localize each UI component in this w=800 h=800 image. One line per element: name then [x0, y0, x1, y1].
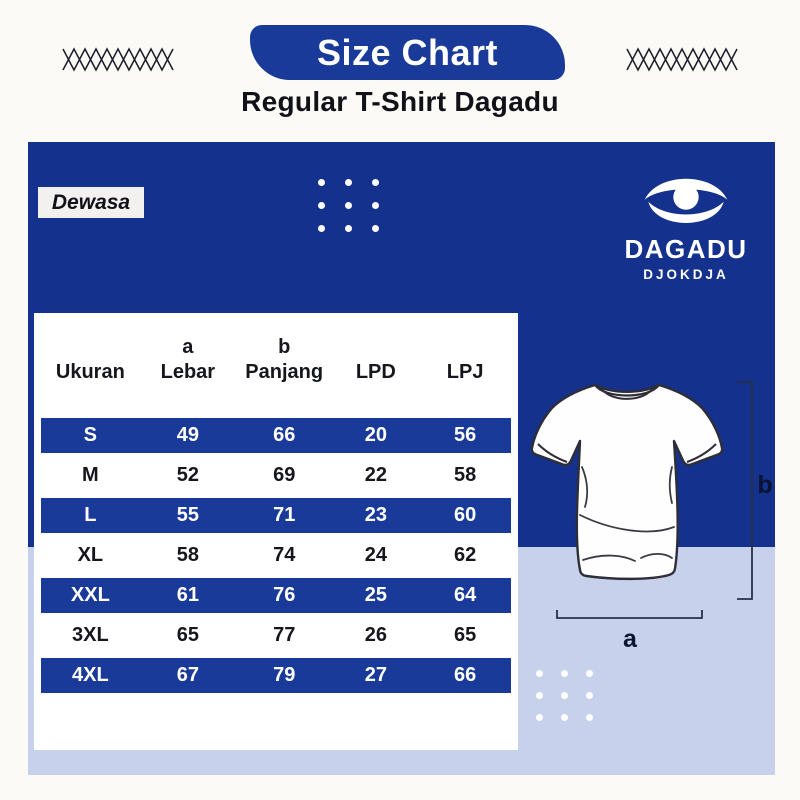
zigzag-left-decoration [62, 47, 174, 72]
table-cell: 60 [454, 504, 477, 526]
column-header: b Panjang [245, 336, 324, 383]
table-cell: 74 [273, 544, 296, 566]
table-cell: 24 [364, 544, 387, 566]
table-cell: 71 [273, 504, 296, 526]
table-cell: 23 [364, 504, 387, 526]
height-dimension-label: b [757, 471, 773, 499]
table-cell: 69 [273, 464, 296, 486]
table-body: S 49 66 20 56 M 52 69 22 58 L 55 71 23 60 XL 58 74 24 62 XXL… [34, 418, 518, 693]
tshirt-illustration [530, 381, 753, 619]
table-row: L 55 71 23 60 [41, 498, 511, 533]
table-cell: 79 [273, 664, 296, 686]
page-title: Size Chart [316, 31, 499, 73]
table-cell: XL [77, 544, 104, 566]
category-label-chip: Dewasa [38, 187, 144, 218]
title-banner: Size Chart [250, 25, 565, 80]
table-cell: 49 [176, 424, 199, 446]
table-row: 3XL 65 77 26 65 [41, 618, 511, 653]
table-cell: XXL [70, 584, 110, 606]
brand-name: DAGADU [624, 234, 748, 264]
table-cell: 65 [176, 624, 199, 646]
column-header: Ukuran [55, 361, 125, 383]
main-panel: Dewasa DAGADU DJOKDJA Ukuran a Lebar b Panja… [28, 142, 775, 775]
table-row: 4XL 67 79 27 66 [41, 658, 511, 693]
table-cell: 56 [454, 424, 477, 446]
column-header: LPD [355, 361, 396, 383]
table-cell: 25 [364, 584, 387, 606]
table-cell: 55 [176, 504, 199, 526]
brand-subname: DJOKDJA [643, 267, 729, 282]
table-cell: 65 [454, 624, 477, 646]
column-header: a Lebar [160, 336, 216, 383]
table-row: XL 58 74 24 62 [41, 538, 511, 573]
table-cell: 20 [364, 424, 387, 446]
dots-decoration-top [318, 179, 379, 232]
dagadu-logo: DAGADU DJOKDJA [603, 166, 769, 282]
table-cell: 62 [454, 544, 477, 566]
table-cell: 76 [273, 584, 296, 606]
table-cell: 26 [364, 624, 387, 646]
table-cell: 66 [273, 424, 296, 446]
category-label: Dewasa [51, 190, 131, 214]
column-header: LPJ [446, 361, 484, 383]
height-bracket [737, 381, 753, 600]
table-cell: S [83, 424, 98, 446]
table-cell: 58 [454, 464, 477, 486]
table-row: S 49 66 20 56 [41, 418, 511, 453]
width-dimension-label: a [623, 625, 637, 653]
table-cell: 4XL [72, 664, 109, 686]
table-cell: 58 [176, 544, 199, 566]
table-cell: M [82, 464, 99, 486]
zigzag-right-decoration [626, 47, 738, 72]
width-bracket [556, 610, 703, 619]
table-cell: 77 [273, 624, 296, 646]
table-row: M 52 69 22 58 [41, 458, 511, 493]
dots-decoration-bottom [536, 670, 593, 721]
table-cell: 52 [176, 464, 199, 486]
table-header-row: Ukuran a Lebar b Panjang LPD LPJ [41, 313, 511, 385]
table-cell: 27 [364, 664, 387, 686]
table-cell: 3XL [72, 624, 109, 646]
table-cell: 61 [176, 584, 199, 606]
table-row: XXL 61 76 25 64 [41, 578, 511, 613]
size-table: Ukuran a Lebar b Panjang LPD LPJ S 49 66 20 56 M 52 6… [34, 313, 518, 750]
table-cell: L [84, 504, 97, 526]
eye-logo-icon [644, 178, 728, 223]
table-cell: 66 [454, 664, 477, 686]
table-cell: 22 [364, 464, 387, 486]
table-cell: 64 [454, 584, 477, 606]
table-cell: 67 [176, 664, 199, 686]
page-subtitle: Regular T-Shirt Dagadu [241, 86, 559, 117]
